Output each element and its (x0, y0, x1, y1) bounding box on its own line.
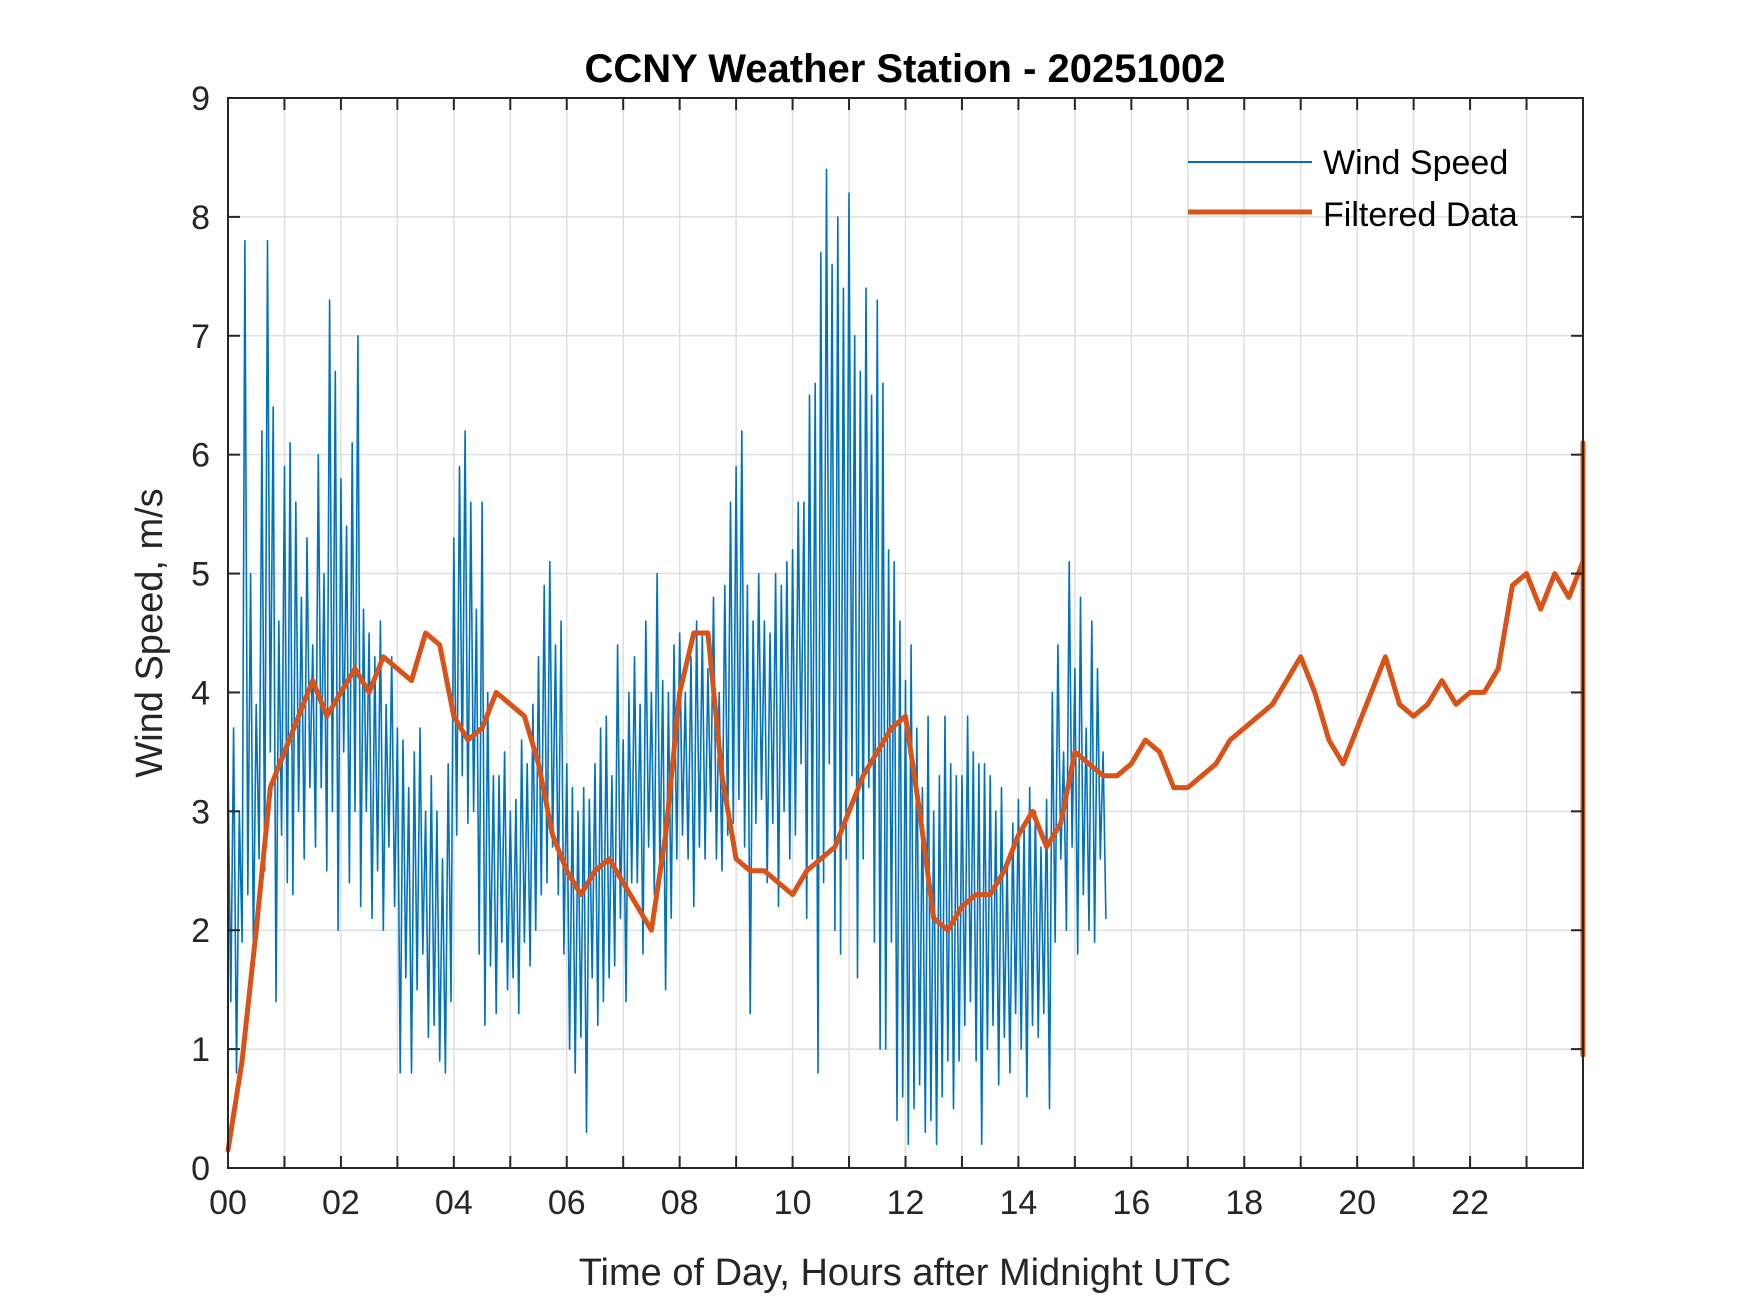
axis-ticks (228, 98, 1583, 1168)
y-tick-label: 0 (191, 1150, 210, 1188)
chart-title: CCNY Weather Station - 20251002 (585, 47, 1226, 91)
y-tick-labels: 0 1 2 3 4 5 6 7 8 9 (191, 80, 210, 1188)
y-tick-label: 6 (191, 437, 210, 475)
grid (228, 98, 1583, 1168)
legend-label-wind-speed: Wind Speed (1323, 144, 1508, 182)
x-tick-label: 04 (435, 1184, 473, 1222)
x-tick-label: 12 (887, 1184, 925, 1222)
x-tick-label: 02 (322, 1184, 360, 1222)
y-tick-label: 7 (191, 318, 210, 356)
series-wind-speed (227, 168, 1107, 1145)
x-tick-label: 00 (209, 1184, 247, 1222)
x-tick-label: 22 (1451, 1184, 1489, 1222)
y-tick-label: 4 (191, 674, 210, 712)
y-axis-label: Wind Speed, m/s (129, 488, 171, 777)
x-axis-label: Time of Day, Hours after Midnight UTC (579, 1252, 1232, 1294)
y-tick-label: 1 (191, 1031, 210, 1069)
y-tick-label: 9 (191, 80, 210, 118)
y-tick-label: 2 (191, 912, 210, 950)
y-tick-label: 8 (191, 199, 210, 237)
x-tick-label: 18 (1225, 1184, 1263, 1222)
x-tick-label: 20 (1338, 1184, 1376, 1222)
legend-label-filtered-data: Filtered Data (1323, 196, 1518, 234)
y-tick-label: 5 (191, 556, 210, 594)
x-tick-label: 06 (548, 1184, 586, 1222)
x-tick-label: 16 (1112, 1184, 1150, 1222)
legend: Wind Speed Filtered Data (1188, 144, 1518, 234)
series-line-wind-speed (227, 168, 1107, 1145)
x-tick-label: 14 (1000, 1184, 1038, 1222)
x-tick-label: 08 (661, 1184, 699, 1222)
x-tick-label: 10 (774, 1184, 812, 1222)
y-tick-label: 3 (191, 793, 210, 831)
x-tick-labels: 00 02 04 06 08 10 12 14 16 18 20 22 (209, 1184, 1489, 1222)
